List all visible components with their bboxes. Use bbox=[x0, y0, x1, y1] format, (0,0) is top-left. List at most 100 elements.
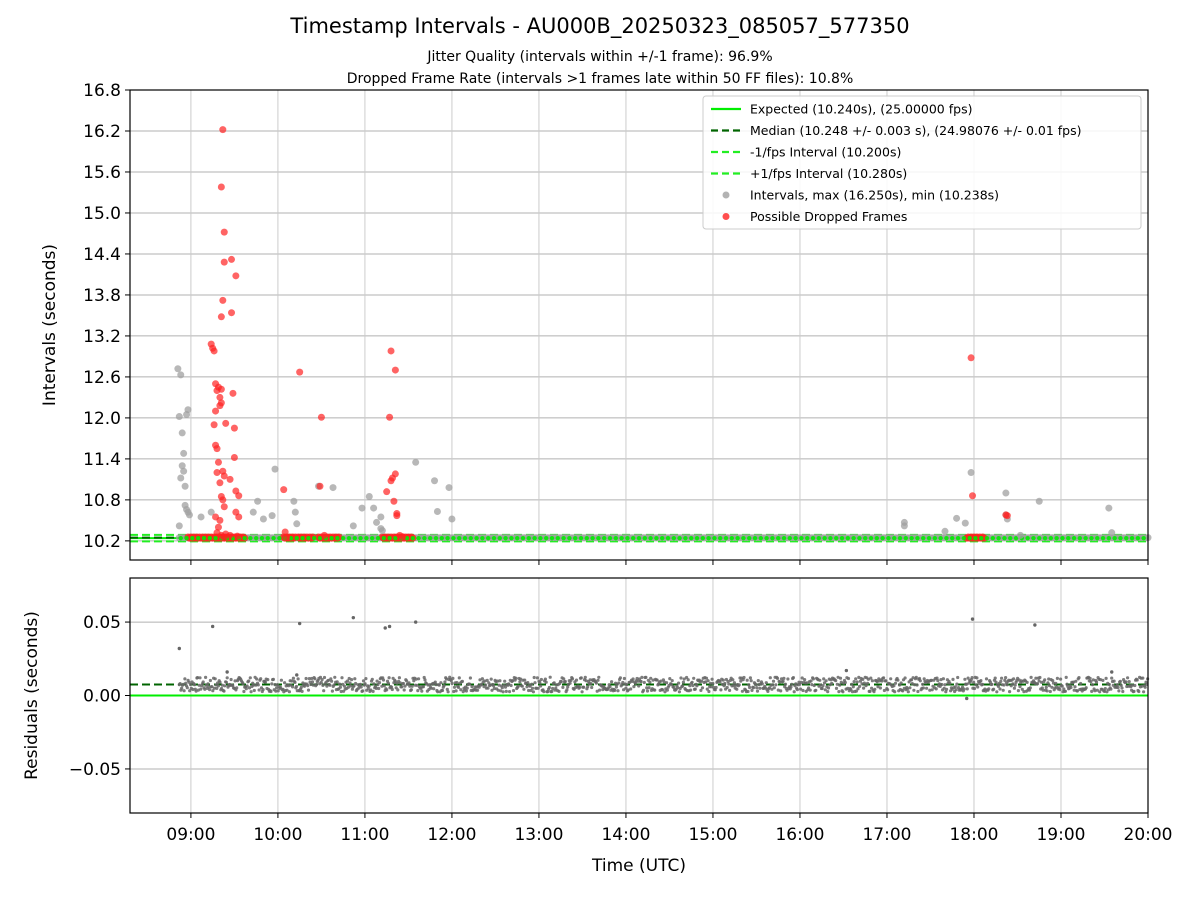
residual-point bbox=[677, 681, 681, 685]
residual-point bbox=[208, 678, 212, 683]
residual-point bbox=[247, 679, 251, 683]
residual-point bbox=[308, 680, 312, 684]
residual-point bbox=[864, 684, 868, 688]
residual-point bbox=[342, 684, 346, 688]
residual-point bbox=[669, 682, 674, 686]
baseline-marker bbox=[1042, 535, 1048, 541]
residual-point bbox=[748, 676, 753, 680]
residual-point bbox=[247, 686, 252, 690]
baseline-marker bbox=[306, 535, 311, 541]
residual-point bbox=[216, 684, 220, 688]
residual-point bbox=[655, 678, 659, 682]
residual-point bbox=[621, 680, 625, 685]
baseline-marker bbox=[1066, 535, 1071, 541]
residual-point bbox=[402, 688, 406, 692]
residual-point bbox=[451, 676, 455, 681]
baseline-marker bbox=[445, 535, 450, 541]
residual-point bbox=[778, 680, 782, 684]
baseline-marker bbox=[689, 535, 694, 541]
residual-point bbox=[866, 681, 870, 685]
residual-point bbox=[429, 686, 433, 690]
interval-point bbox=[329, 484, 337, 492]
residual-point bbox=[681, 680, 686, 684]
baseline-marker bbox=[781, 535, 787, 541]
baseline-marker bbox=[776, 535, 781, 541]
residual-outlier-point bbox=[225, 670, 229, 674]
baseline-marker bbox=[718, 535, 723, 541]
residual-point bbox=[1004, 676, 1008, 680]
residual-point bbox=[377, 681, 382, 685]
residual-point bbox=[492, 686, 496, 691]
baseline-marker bbox=[984, 535, 990, 541]
residual-point bbox=[583, 675, 587, 680]
residual-point bbox=[653, 688, 657, 692]
residual-point bbox=[731, 678, 735, 682]
baseline-marker bbox=[561, 535, 566, 541]
interval-point bbox=[271, 465, 279, 473]
residual-point bbox=[248, 676, 252, 680]
interval-point bbox=[358, 504, 366, 512]
residual-point bbox=[557, 689, 561, 694]
x-tick-label: 10:00 bbox=[253, 825, 302, 845]
residual-point bbox=[523, 678, 527, 682]
residual-point bbox=[338, 682, 342, 686]
residual-point bbox=[614, 685, 619, 689]
residual-point bbox=[330, 679, 334, 683]
residual-point bbox=[930, 688, 934, 692]
residual-point bbox=[1133, 683, 1137, 688]
dropped-frame-point bbox=[320, 531, 328, 539]
residual-point bbox=[536, 686, 540, 690]
interval-point bbox=[177, 474, 185, 482]
residual-point bbox=[903, 676, 907, 680]
baseline-marker bbox=[770, 535, 775, 541]
baseline-marker bbox=[277, 535, 282, 541]
residual-point bbox=[878, 686, 883, 690]
dropped-frame-point bbox=[316, 482, 324, 490]
residual-point bbox=[335, 680, 339, 684]
baseline-marker bbox=[805, 535, 810, 541]
residual-point bbox=[768, 676, 772, 680]
residual-point bbox=[727, 682, 731, 686]
top-y-tick-label: 16.2 bbox=[83, 122, 121, 142]
residual-point bbox=[562, 677, 566, 681]
baseline-marker bbox=[1083, 535, 1088, 541]
x-tick-label: 20:00 bbox=[1124, 825, 1173, 845]
baseline-marker bbox=[514, 535, 520, 541]
residual-point bbox=[496, 688, 500, 692]
residual-point bbox=[861, 677, 865, 682]
residual-point bbox=[1130, 683, 1134, 687]
baseline-marker bbox=[932, 535, 938, 541]
residual-point bbox=[912, 688, 916, 692]
residual-point bbox=[1073, 685, 1077, 689]
residual-point bbox=[361, 679, 366, 683]
residual-point bbox=[386, 681, 390, 685]
baseline-marker bbox=[520, 535, 526, 541]
residual-point bbox=[1095, 688, 1099, 692]
interval-point bbox=[377, 513, 385, 521]
residual-point bbox=[442, 683, 446, 688]
residual-point bbox=[624, 686, 628, 690]
residual-point bbox=[256, 683, 260, 687]
residual-point bbox=[1047, 684, 1052, 688]
residual-point bbox=[852, 680, 856, 684]
residual-point bbox=[1090, 683, 1095, 687]
residual-point bbox=[369, 688, 373, 692]
residual-point bbox=[618, 676, 623, 680]
residual-point bbox=[1000, 676, 1004, 680]
residual-outlier-point bbox=[1033, 623, 1037, 627]
baseline-marker bbox=[712, 535, 717, 541]
baseline-marker bbox=[1054, 535, 1059, 541]
residual-point bbox=[911, 676, 915, 680]
interval-point bbox=[175, 413, 183, 421]
residual-point bbox=[854, 689, 859, 693]
residual-point bbox=[1050, 685, 1054, 689]
residual-point bbox=[690, 680, 694, 685]
residual-point bbox=[707, 689, 711, 694]
interval-point bbox=[185, 511, 193, 519]
baseline-marker bbox=[346, 535, 352, 541]
residual-point bbox=[210, 685, 214, 689]
residual-point bbox=[755, 686, 759, 690]
residual-point bbox=[964, 682, 969, 686]
interval-point bbox=[207, 508, 215, 516]
baseline-marker bbox=[468, 535, 473, 541]
